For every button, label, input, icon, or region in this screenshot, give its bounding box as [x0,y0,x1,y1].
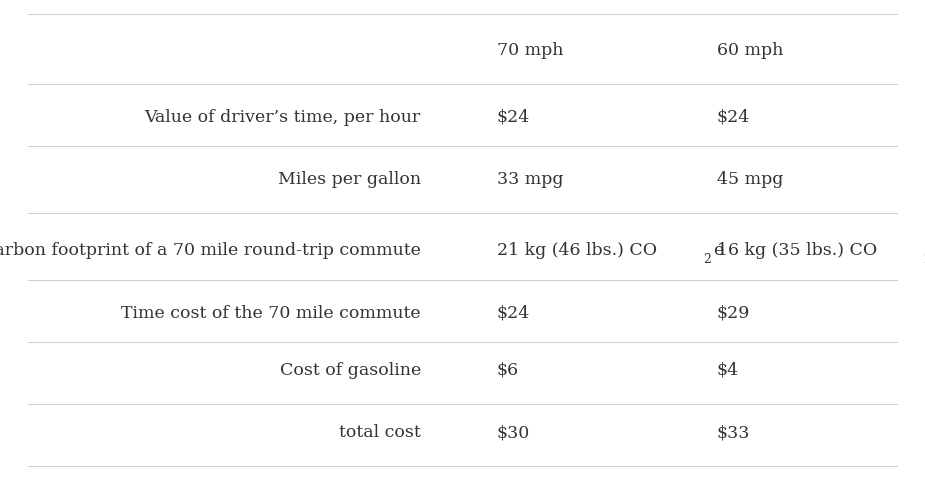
Text: 70 mph: 70 mph [497,42,563,59]
Text: 21 kg (46 lbs.) CO: 21 kg (46 lbs.) CO [497,242,657,260]
Text: $29: $29 [717,304,750,322]
Text: 2: 2 [703,253,711,266]
Text: $4: $4 [717,362,739,379]
Text: $33: $33 [717,424,750,441]
Text: 2: 2 [924,253,925,266]
Text: $24: $24 [497,109,530,126]
Text: 16 kg (35 lbs.) CO: 16 kg (35 lbs.) CO [717,242,877,260]
Text: 33 mpg: 33 mpg [497,171,563,188]
Text: e: e [713,242,723,260]
Text: Miles per gallon: Miles per gallon [278,171,421,188]
Text: Cost of gasoline: Cost of gasoline [279,362,421,379]
Text: Value of driver’s time, per hour: Value of driver’s time, per hour [144,109,421,126]
Text: 60 mph: 60 mph [717,42,783,59]
Text: Carbon footprint of a 70 mile round-trip commute: Carbon footprint of a 70 mile round-trip… [0,242,421,260]
Text: $6: $6 [497,362,519,379]
Text: total cost: total cost [339,424,421,441]
Text: Time cost of the 70 mile commute: Time cost of the 70 mile commute [121,304,421,322]
Text: 45 mpg: 45 mpg [717,171,783,188]
Text: $24: $24 [497,304,530,322]
Text: $24: $24 [717,109,750,126]
Text: $30: $30 [497,424,530,441]
